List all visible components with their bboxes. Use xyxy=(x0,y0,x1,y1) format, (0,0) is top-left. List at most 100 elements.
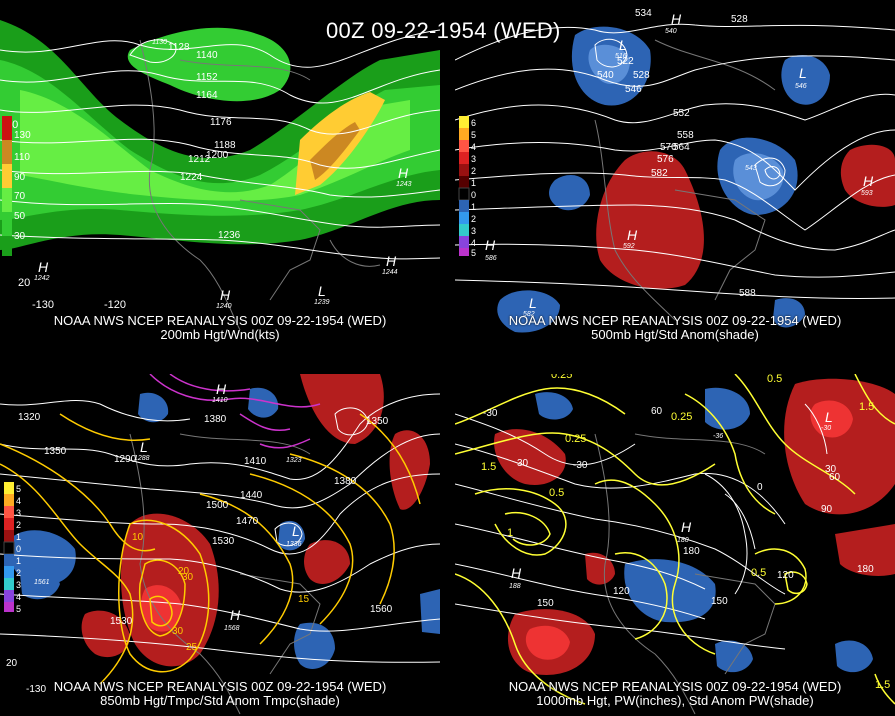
map-200mb: 40 20 -130 -120 1128 1140 1152 1164 1176… xyxy=(0,20,440,331)
anomaly-legend xyxy=(3,482,15,612)
pos-anomaly xyxy=(494,429,566,485)
legend-labels: 5 4 3 2 1 0 1 2 3 4 5 xyxy=(16,484,21,614)
center-value: 1242 xyxy=(34,275,50,282)
svg-text:564: 564 xyxy=(673,142,690,153)
svg-text:522: 522 xyxy=(617,56,634,67)
map-1000mb: -30 -30 0 30 30 60 60 90 120 120 150 150… xyxy=(455,374,895,715)
neg-anomaly xyxy=(497,290,560,333)
high-center: H xyxy=(511,565,522,581)
contour-label: 1200 xyxy=(206,150,229,161)
contour-labels: -30 -30 0 30 30 60 60 90 120 120 150 150… xyxy=(483,406,874,609)
svg-text:2: 2 xyxy=(16,568,21,578)
svg-text:90: 90 xyxy=(14,172,26,183)
center-value: 1130 xyxy=(152,39,167,46)
neg-anomaly xyxy=(624,559,716,623)
svg-text:1350: 1350 xyxy=(366,416,389,427)
low-center: L xyxy=(825,409,833,425)
svg-text:576: 576 xyxy=(657,154,674,165)
low-center: L xyxy=(140,439,148,455)
svg-text:1561: 1561 xyxy=(34,579,50,586)
neg-anomaly-core xyxy=(588,44,630,84)
pos-anomaly xyxy=(784,378,895,515)
svg-text:552: 552 xyxy=(673,108,690,119)
lon-label-120: -120 xyxy=(104,299,126,311)
neg-anomaly xyxy=(705,387,750,430)
svg-text:0.25: 0.25 xyxy=(671,411,692,423)
svg-text:2: 2 xyxy=(16,520,21,530)
lon-label-130: -130 xyxy=(26,684,46,695)
svg-text:70: 70 xyxy=(14,191,26,202)
pos-anomaly xyxy=(835,524,895,576)
svg-text:582: 582 xyxy=(651,168,668,179)
center-value: 1244 xyxy=(382,269,398,276)
pw-labels: 0.25 0.25 0.25 0.5 0.5 0.5 1 1.5 1.5 1.5 xyxy=(481,374,890,691)
pos-anomaly xyxy=(840,144,895,207)
center-value: 1240 xyxy=(216,303,232,310)
high-center: H xyxy=(681,519,692,535)
high-center: H xyxy=(230,607,241,623)
svg-text:2: 2 xyxy=(471,214,476,224)
pressure-centers: H 540 L 516 L 546 543 H 592 H 593 H 586 … xyxy=(485,11,874,318)
svg-text:3: 3 xyxy=(471,226,476,236)
svg-text:25: 25 xyxy=(186,642,198,653)
caption-line2: 1000mb Hgt, PW(inches), Std Anom PW(shad… xyxy=(536,693,814,708)
svg-text:180: 180 xyxy=(683,546,700,557)
svg-text:1410: 1410 xyxy=(244,456,267,467)
low-center: L xyxy=(318,283,326,299)
neg-anomaly xyxy=(549,175,590,211)
caption-line1: NOAA NWS NCEP REANALYSIS 00Z 09-22-1954 … xyxy=(53,679,387,694)
low-center: L xyxy=(529,295,537,311)
svg-text:558: 558 xyxy=(677,130,694,141)
map-850mb: 1320 1350 1380 1410 1440 1470 1500 1530 … xyxy=(0,374,440,715)
pos-anomaly xyxy=(596,151,704,289)
svg-text:546: 546 xyxy=(795,83,807,90)
svg-text:-30: -30 xyxy=(821,425,831,432)
svg-text:90: 90 xyxy=(821,504,833,515)
neg-anomaly xyxy=(835,640,873,673)
svg-text:3: 3 xyxy=(471,154,476,164)
svg-text:1.5: 1.5 xyxy=(875,679,890,691)
svg-text:30: 30 xyxy=(517,458,529,469)
svg-text:593: 593 xyxy=(861,190,873,197)
svg-text:30: 30 xyxy=(172,626,184,637)
svg-text:1: 1 xyxy=(471,202,476,212)
svg-text:50: 50 xyxy=(14,211,26,222)
coastlines xyxy=(139,39,381,331)
panel-850mb: 1320 1350 1380 1410 1440 1470 1500 1530 … xyxy=(0,374,440,716)
page-title: 00Z 09-22-1954 (WED) xyxy=(326,18,561,43)
svg-text:1290: 1290 xyxy=(114,454,137,465)
lat-label-20: 20 xyxy=(6,658,18,669)
svg-text:5: 5 xyxy=(16,604,21,614)
pos-anomaly xyxy=(389,430,430,510)
wind-legend xyxy=(2,116,12,256)
svg-text:-30: -30 xyxy=(573,460,588,471)
coastlines xyxy=(594,39,776,321)
caption-line2: 500mb Hgt/Std Anom(shade) xyxy=(591,327,759,342)
neg-anomaly xyxy=(781,55,830,105)
high-center: H xyxy=(398,165,409,181)
coastlines xyxy=(594,433,776,715)
height-contours xyxy=(0,29,440,260)
contour-label: 1128 xyxy=(168,42,190,53)
high-center: H xyxy=(671,11,682,27)
svg-text:1: 1 xyxy=(507,527,513,539)
panel-caption: NOAA NWS NCEP REANALYSIS 00Z 09-22-1954 … xyxy=(455,314,895,342)
svg-text:0.25: 0.25 xyxy=(551,374,572,381)
svg-text:528: 528 xyxy=(731,14,748,25)
svg-text:120: 120 xyxy=(613,586,630,597)
legend-labels: 130 110 90 70 50 30 xyxy=(14,130,31,242)
svg-text:1288: 1288 xyxy=(134,455,150,462)
height-contours xyxy=(455,403,828,650)
caption-line1: NOAA NWS NCEP REANALYSIS 00Z 09-22-1954 … xyxy=(53,313,387,328)
neg-anomaly xyxy=(294,622,335,669)
svg-text:180: 180 xyxy=(857,564,874,575)
svg-text:528: 528 xyxy=(633,70,650,81)
high-center: H xyxy=(627,227,638,243)
pw-contours xyxy=(455,374,895,705)
caption-line2: 200mb Hgt/Wnd(kts) xyxy=(160,327,280,342)
svg-text:1380: 1380 xyxy=(334,476,357,487)
svg-text:1380: 1380 xyxy=(204,414,227,425)
svg-text:4: 4 xyxy=(471,238,476,248)
svg-text:5: 5 xyxy=(471,248,476,258)
panel-caption: NOAA NWS NCEP REANALYSIS 00Z 09-22-1954 … xyxy=(0,680,440,708)
